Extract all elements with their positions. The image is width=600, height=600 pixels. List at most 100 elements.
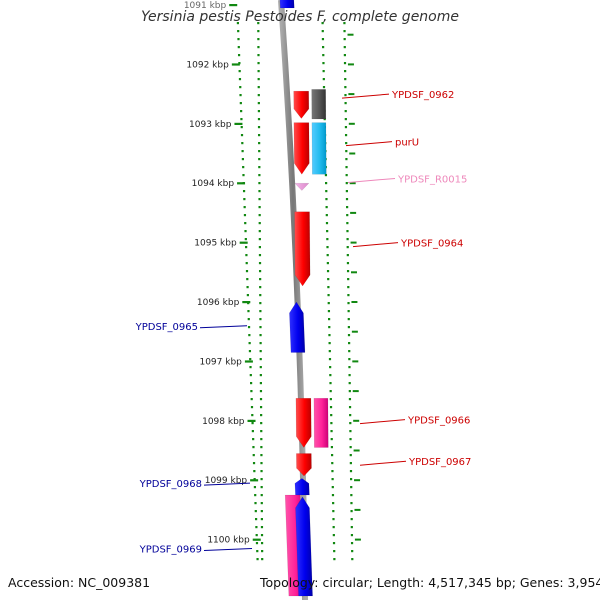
feature-label[interactable]: YPDSF_R0015 [347,174,467,185]
scale-dot [259,398,263,401]
gene-arrow[interactable] [296,453,312,477]
scale-dot [259,382,263,385]
scale-dot [345,182,348,185]
scale-dot [246,286,249,289]
feature-label-text[interactable]: YPDSF_0962 [391,90,454,101]
scale-dot [259,342,262,345]
scale-dot [237,54,241,57]
scale-dot [350,510,353,513]
scale-dot [330,454,334,457]
scale-dot [332,510,335,513]
scale-dot [254,502,257,505]
label-leader-line [359,419,406,425]
scale-dot [261,558,264,561]
scale-dot [260,430,263,433]
scale-dot [244,230,247,233]
gene-arrow[interactable] [311,89,327,120]
feature-label-text[interactable]: YPDSF_R0015 [397,174,467,185]
gene-arrow[interactable] [294,211,311,287]
feature-label[interactable]: YPDSF_0962 [341,90,454,101]
minor-tick [352,390,359,393]
scale-dot [344,86,347,89]
feature-label-text[interactable]: YPDSF_0969 [139,545,202,556]
gene-arrow[interactable] [293,90,310,119]
scale-dot [240,126,243,129]
gene-arrow[interactable] [313,397,329,448]
scale-dot [348,398,352,401]
scale-tick-mark [231,63,240,66]
scale-dot [237,38,240,41]
scale-dot [255,534,258,537]
feature-label-text[interactable]: YPDSF_0967 [408,457,471,468]
scale-dot [258,166,261,169]
feature-label-text[interactable]: purU [395,138,419,149]
gene-arrow[interactable] [295,397,312,448]
feature-label[interactable]: YPDSF_0964 [352,239,463,250]
gene-arrow[interactable] [294,182,310,191]
feature-label[interactable]: purU [345,138,419,149]
scale-dot [257,30,260,33]
gene-arrow[interactable] [289,301,306,353]
scale-tick-label: 1095 kbp [194,239,237,249]
scale-dot [260,486,263,489]
scale-dot [349,430,352,433]
feature-label-text[interactable]: YPDSF_0966 [407,416,470,427]
scale-dot [258,222,261,225]
minor-tick [354,479,361,482]
scale-tick: 1093 kbp [189,120,243,130]
feature-label[interactable]: YPDSF_0966 [359,416,470,427]
scale-dot [325,182,328,185]
scale-dot [244,222,247,225]
scale-dot [349,446,352,449]
scale-dot [260,454,263,457]
feature-label-text[interactable]: YPDSF_0965 [135,322,198,333]
scale-tick-label: 1100 kbp [207,536,250,546]
scale-dot [257,86,260,89]
scale-dot [251,422,254,425]
scale-dot [257,118,261,121]
scale-dot [252,462,256,465]
scale-tick: 1095 kbp [194,239,248,249]
scale-dot [259,318,262,321]
scale-dot [333,550,336,553]
scale-tick: 1091 kbp [184,1,238,11]
scale-dot [329,390,332,393]
scale-dot [347,318,350,321]
gene-arrow[interactable] [294,478,310,496]
scale-dot [321,30,324,33]
scale-dot [238,62,241,65]
scale-dot [345,142,348,145]
scale-dot [260,446,263,449]
scale-dot [343,54,346,57]
gene-arrow[interactable] [293,122,310,175]
scale-dot [344,102,347,105]
gene-arrow[interactable] [279,0,295,9]
scale-dot [330,430,333,433]
feature-label-text[interactable]: YPDSF_0964 [400,239,463,250]
feature-label[interactable]: YPDSF_0969 [139,545,253,556]
scale-dot [348,342,351,345]
scale-dot [257,54,260,57]
scale-dot [349,414,352,417]
scale-dot [259,294,262,297]
scale-dot [347,286,350,289]
feature-label[interactable]: YPDSF_0967 [359,457,471,468]
feature-label-text[interactable]: YPDSF_0968 [139,479,202,490]
scale-dot [252,454,255,457]
feature-label[interactable]: YPDSF_0965 [135,322,248,333]
label-leader-line [203,548,253,552]
scale-tick-mark [239,241,248,244]
feature-label[interactable]: YPDSF_0968 [139,479,251,490]
minor-tick [351,330,358,333]
scale-dot [329,366,332,369]
scale-dot [326,230,329,233]
gene-arrow[interactable] [295,496,313,597]
minor-tick [351,301,358,303]
scale-dot [322,78,325,81]
scale-dot [249,366,252,369]
scale-dot [248,342,251,345]
scale-dot [348,390,351,393]
label-leader-line [345,141,393,147]
gene-arrow[interactable] [311,122,327,175]
scale-dot [329,406,333,409]
